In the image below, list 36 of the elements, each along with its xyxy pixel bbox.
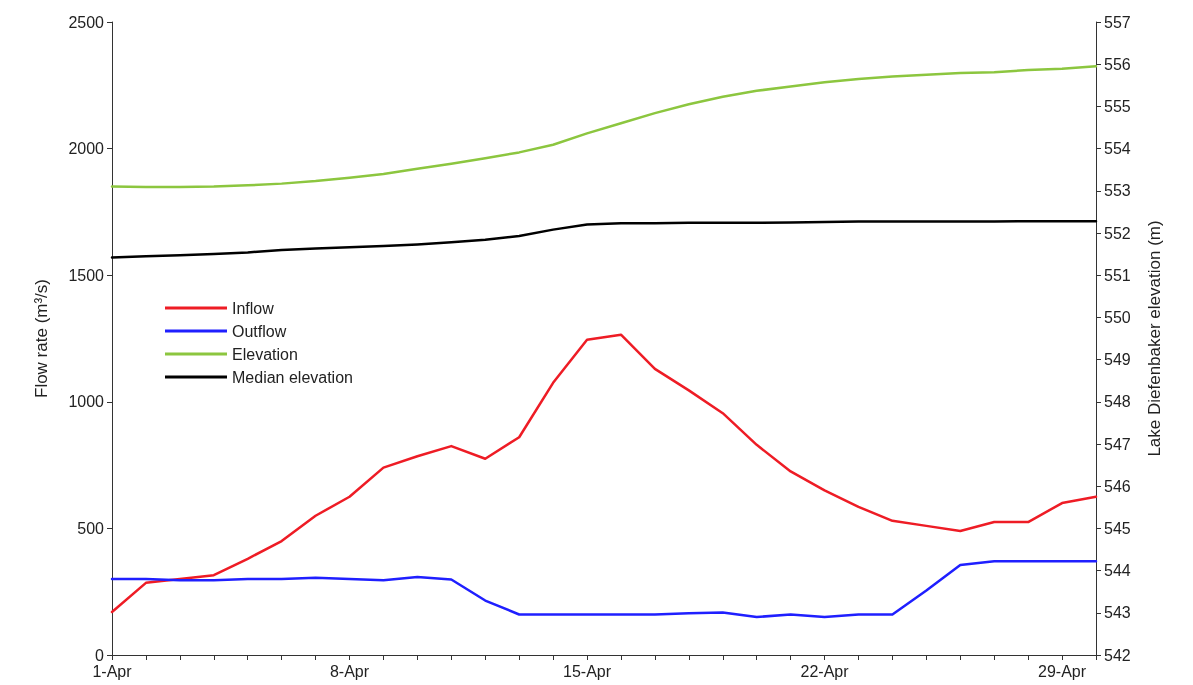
y2-tick-label: 549 bbox=[1104, 351, 1131, 369]
y-tick-label: 2500 bbox=[68, 13, 105, 31]
y-tick-label: 1500 bbox=[68, 266, 105, 284]
y2-tick-label: 553 bbox=[1104, 182, 1131, 200]
x-tick-label: 22-Apr bbox=[800, 662, 850, 680]
legend-label: Inflow bbox=[232, 299, 275, 317]
x-tick-label: 29-Apr bbox=[1038, 662, 1087, 680]
y-tick-label: 500 bbox=[77, 519, 105, 537]
y-axis-title: Flow rate (m³/s) bbox=[32, 279, 51, 398]
y2-tick-label: 544 bbox=[1104, 562, 1131, 580]
legend-label: Median elevation bbox=[232, 368, 353, 386]
x-tick-label: 1-Apr bbox=[92, 662, 133, 680]
legend-label: Outflow bbox=[232, 322, 287, 340]
y2-tick-label: 547 bbox=[1104, 435, 1131, 453]
y2-axis-title: Lake Diefenbaker elevation (m) bbox=[1145, 220, 1164, 457]
y2-tick-label: 548 bbox=[1104, 393, 1131, 411]
y2-tick-label: 551 bbox=[1104, 266, 1131, 284]
y-tick-label: 2000 bbox=[68, 140, 105, 158]
y2-tick-label: 545 bbox=[1104, 519, 1131, 537]
line-series bbox=[110, 65, 1098, 189]
x-tick-label: 8-Apr bbox=[329, 662, 370, 680]
y-tick-label: 0 bbox=[95, 646, 105, 664]
x-tick-label: 15-Apr bbox=[563, 662, 612, 680]
legend-label: Elevation bbox=[232, 345, 298, 363]
y2-tick-label: 543 bbox=[1104, 604, 1131, 622]
y2-tick-label: 552 bbox=[1104, 224, 1131, 242]
line-series bbox=[110, 219, 1098, 259]
y2-tick-label: 556 bbox=[1104, 55, 1131, 73]
y2-tick-label: 557 bbox=[1104, 13, 1131, 31]
y2-tick-label: 546 bbox=[1104, 477, 1131, 495]
y2-tick-label: 555 bbox=[1104, 97, 1131, 115]
line-series bbox=[110, 560, 1098, 619]
y-tick-label: 1000 bbox=[68, 393, 105, 411]
y2-tick-label: 554 bbox=[1104, 140, 1131, 158]
y2-tick-label: 542 bbox=[1104, 646, 1131, 664]
y2-tick-label: 550 bbox=[1104, 308, 1131, 326]
